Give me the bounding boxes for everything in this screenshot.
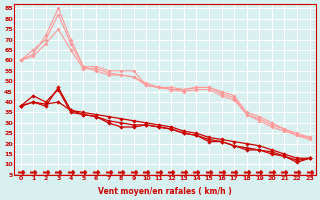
Point — [131, 170, 136, 173]
Point — [194, 170, 199, 173]
Point — [106, 170, 111, 173]
Point — [307, 170, 312, 173]
Point — [18, 170, 23, 173]
Point — [43, 170, 48, 173]
Point — [257, 170, 262, 173]
Point — [156, 170, 161, 173]
Point — [81, 170, 86, 173]
Point — [144, 170, 149, 173]
Point — [219, 170, 224, 173]
Point — [294, 170, 300, 173]
Point — [68, 170, 73, 173]
Point — [206, 170, 212, 173]
Point — [31, 170, 36, 173]
Point — [56, 170, 61, 173]
Point — [169, 170, 174, 173]
Point — [232, 170, 237, 173]
Point — [93, 170, 99, 173]
Point — [282, 170, 287, 173]
Point — [118, 170, 124, 173]
Point — [244, 170, 249, 173]
Point — [181, 170, 187, 173]
X-axis label: Vent moyen/en rafales ( km/h ): Vent moyen/en rafales ( km/h ) — [98, 187, 232, 196]
Point — [269, 170, 275, 173]
